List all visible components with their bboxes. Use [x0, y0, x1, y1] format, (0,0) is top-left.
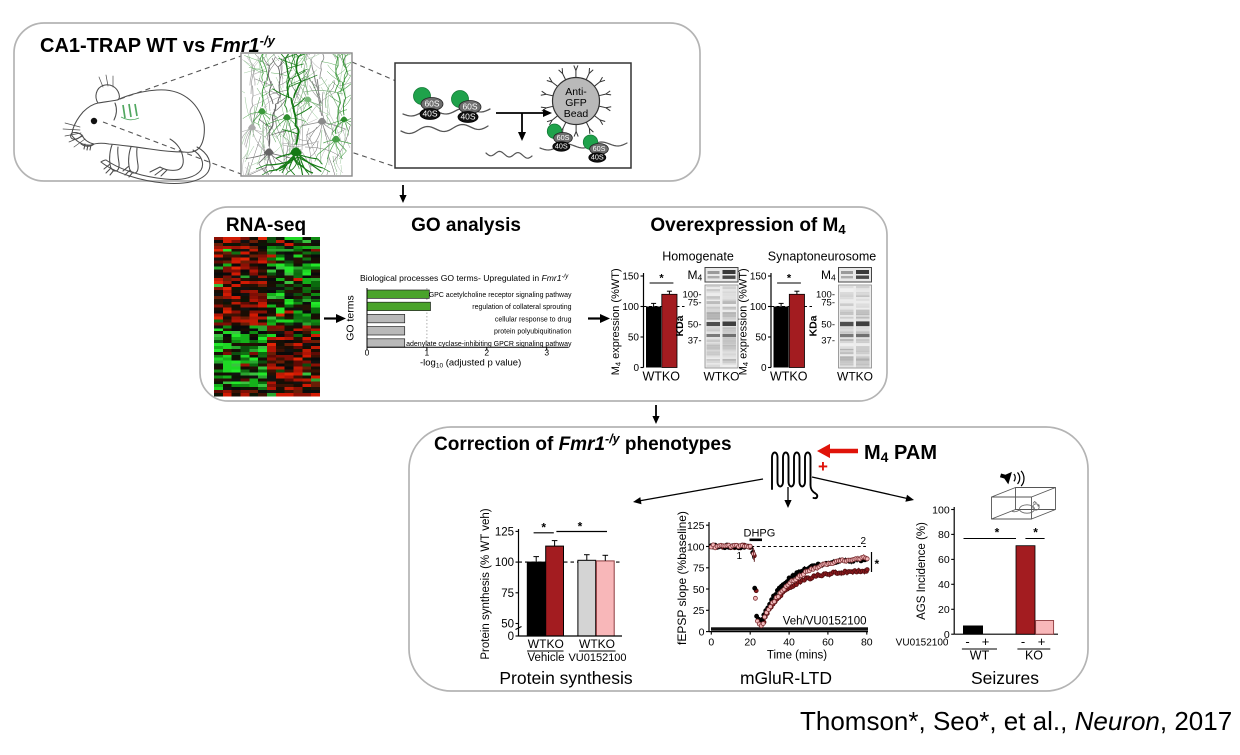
- svg-text:75: 75: [501, 588, 514, 600]
- svg-text:WTKO: WTKO: [579, 637, 615, 651]
- svg-text:1: 1: [425, 348, 430, 358]
- svg-text:40S: 40S: [460, 112, 475, 122]
- svg-text:M4 expression (%WT): M4 expression (%WT): [738, 268, 751, 375]
- svg-text:40: 40: [783, 637, 795, 649]
- svg-text:60S: 60S: [462, 102, 477, 112]
- svg-text:Homogenate: Homogenate: [662, 250, 734, 264]
- svg-text:150: 150: [622, 272, 639, 283]
- svg-text:75-: 75-: [821, 298, 835, 309]
- svg-text:50: 50: [693, 584, 705, 596]
- svg-text:0: 0: [708, 637, 714, 649]
- svg-text:mGluR-LTD: mGluR-LTD: [740, 668, 832, 688]
- svg-text:40: 40: [938, 579, 950, 591]
- svg-text:Time (mins): Time (mins): [767, 650, 827, 662]
- svg-text:50: 50: [755, 333, 767, 344]
- svg-text:RNA-seq: RNA-seq: [226, 215, 306, 236]
- svg-text:-: -: [1021, 634, 1025, 649]
- svg-text:100: 100: [932, 504, 950, 516]
- svg-text:60: 60: [822, 637, 834, 649]
- svg-text:*: *: [659, 273, 664, 285]
- svg-text:40S: 40S: [555, 142, 568, 151]
- svg-text:50-: 50-: [688, 320, 702, 331]
- svg-text:protein polyubiquitination: protein polyubiquitination: [494, 329, 572, 336]
- svg-text:cellular response to drug: cellular response to drug: [495, 316, 572, 323]
- svg-text:KO: KO: [1025, 649, 1043, 663]
- svg-text:37-: 37-: [688, 336, 702, 347]
- svg-text:0: 0: [508, 631, 514, 643]
- svg-text:100: 100: [687, 541, 705, 553]
- svg-text:AGS Incidence (%): AGS Incidence (%): [916, 522, 928, 620]
- svg-text:20: 20: [744, 637, 756, 649]
- svg-text:WTKO: WTKO: [528, 637, 564, 651]
- svg-text:WT: WT: [970, 649, 990, 663]
- svg-text:regulation of collateral sprou: regulation of collateral sprouting: [472, 304, 571, 311]
- svg-text:KDa: KDa: [808, 315, 820, 336]
- svg-text:Vehicle: Vehicle: [527, 652, 564, 664]
- svg-text:80: 80: [861, 637, 873, 649]
- svg-text:DHPG: DHPG: [744, 528, 776, 540]
- svg-text:50-: 50-: [821, 320, 835, 331]
- svg-text:WTKO: WTKO: [642, 370, 680, 384]
- svg-text:WTKO: WTKO: [770, 370, 808, 384]
- svg-text:Synaptoneurosome: Synaptoneurosome: [768, 250, 876, 264]
- svg-text:GO analysis: GO analysis: [411, 215, 521, 236]
- svg-text:CA1-TRAP WT vs Fmr1-/y: CA1-TRAP WT vs Fmr1-/y: [40, 33, 276, 57]
- svg-text:Biological processes GO terms-: Biological processes GO terms- Upregulat…: [360, 273, 569, 283]
- svg-text:125: 125: [495, 526, 514, 538]
- svg-text:Protein synthesis (% WT veh): Protein synthesis (% WT veh): [480, 508, 492, 659]
- svg-text:2: 2: [861, 536, 867, 547]
- svg-text:3: 3: [544, 348, 549, 358]
- svg-text:Protein synthesis: Protein synthesis: [499, 668, 633, 688]
- svg-text:2: 2: [484, 348, 489, 358]
- svg-text:20: 20: [938, 604, 950, 616]
- svg-text:WTKO: WTKO: [837, 370, 873, 384]
- svg-text:Correction of Fmr1-/y phenotyp: Correction of Fmr1-/y phenotypes: [434, 432, 732, 455]
- svg-text:60S: 60S: [424, 99, 439, 109]
- svg-text:150: 150: [750, 272, 767, 283]
- svg-text:80: 80: [938, 529, 950, 541]
- svg-text:WTKO: WTKO: [704, 370, 740, 384]
- svg-text:40S: 40S: [422, 109, 437, 119]
- svg-text:-log10 (adjusted p value): -log10 (adjusted p value): [420, 358, 521, 370]
- svg-text:GO terms: GO terms: [345, 295, 357, 341]
- svg-text:0: 0: [761, 363, 767, 374]
- svg-text:KDa: KDa: [674, 315, 686, 336]
- svg-text:1: 1: [737, 551, 743, 562]
- svg-text:VU0152100: VU0152100: [896, 638, 949, 649]
- svg-text:60: 60: [938, 554, 950, 566]
- svg-text:Bead: Bead: [564, 108, 589, 120]
- svg-text:Seizures: Seizures: [971, 668, 1039, 688]
- svg-text:0: 0: [699, 626, 705, 638]
- svg-text:+: +: [818, 457, 828, 476]
- svg-text:-: -: [965, 634, 969, 649]
- svg-text:125: 125: [687, 520, 705, 532]
- svg-text:75-: 75-: [688, 298, 702, 309]
- svg-text:+: +: [982, 634, 990, 649]
- svg-text:+: +: [1038, 634, 1046, 649]
- svg-text:0: 0: [365, 348, 370, 358]
- svg-text:37-: 37-: [821, 336, 835, 347]
- svg-text:M4 PAM: M4 PAM: [864, 442, 937, 465]
- svg-text:*: *: [875, 557, 880, 571]
- svg-text:M4 expression (%WT): M4 expression (%WT): [610, 268, 623, 375]
- svg-text:*: *: [1033, 526, 1038, 540]
- svg-text:*: *: [541, 521, 546, 535]
- svg-text:VU0152100: VU0152100: [568, 652, 626, 664]
- svg-text:*: *: [578, 520, 583, 534]
- svg-text:*: *: [787, 273, 792, 285]
- svg-text:100: 100: [750, 302, 767, 313]
- svg-text:0: 0: [633, 363, 639, 374]
- svg-text:GPC acetylcholine receptor sig: GPC acetylcholine receptor signaling pat…: [429, 292, 572, 299]
- svg-text:50: 50: [628, 333, 640, 344]
- svg-text:100: 100: [622, 302, 639, 313]
- svg-text:Overexpression of M4: Overexpression of M4: [650, 215, 846, 237]
- svg-text:Veh/VU0152100: Veh/VU0152100: [783, 616, 867, 628]
- svg-text:*: *: [995, 526, 1000, 540]
- svg-text:50: 50: [501, 619, 514, 631]
- svg-text:100: 100: [495, 557, 514, 569]
- svg-text:40S: 40S: [591, 153, 604, 162]
- svg-text:75: 75: [693, 563, 705, 575]
- svg-text:25: 25: [693, 605, 705, 617]
- svg-text:Thomson*, Seo*, et al., Neuron: Thomson*, Seo*, et al., Neuron, 2017: [800, 706, 1232, 736]
